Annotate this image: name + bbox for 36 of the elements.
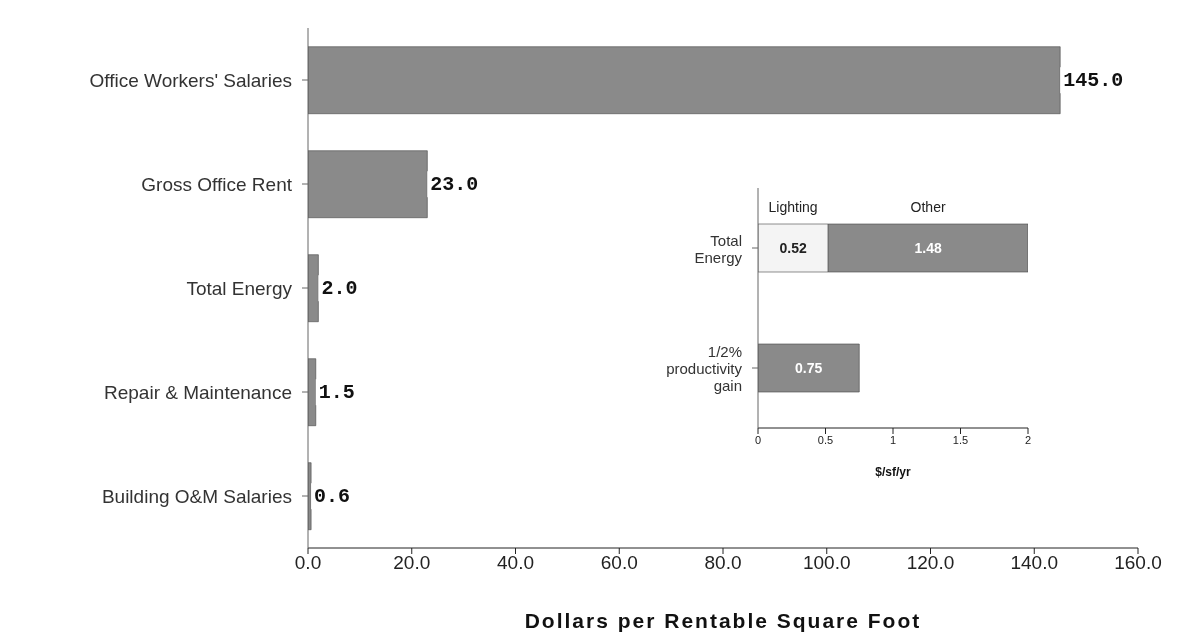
data-label: 1.48 [914,240,942,256]
data-label: 0.6 [314,484,351,508]
x-tick-label: 60.0 [600,552,638,574]
x-tick-label: 40.0 [497,552,534,574]
x-tick-label: 160.0 [1114,552,1162,574]
y-tick-label: 1/2% productivity gain [666,342,743,394]
series-label: Other [910,199,946,215]
x-axis-title: Dollars per Rentable Square Foot [524,609,922,632]
y-tick-label: Total Energy [186,277,293,299]
bar [308,46,1061,115]
y-tick-label: Repair & Maintenance [104,381,292,403]
y-tick-label: Office Workers' Salaries [89,69,292,91]
x-tick-label: 100.0 [802,552,851,574]
bar [308,150,428,219]
x-tick-label: 2 [1024,433,1032,446]
y-tick-label: Building O&M Salaries [101,485,292,507]
x-axis-title: $/sf/yr [875,465,912,479]
x-tick-label: 120.0 [906,552,955,574]
x-tick-label: 0 [754,433,762,446]
data-label: 2.0 [321,276,358,300]
data-label: 1.5 [318,380,355,404]
x-tick-label: 80.0 [704,552,742,574]
bar [308,254,319,323]
y-tick-label: Gross Office Rent [141,173,293,195]
x-tick-label: 0.0 [294,552,322,574]
x-tick-label: 20.0 [393,552,431,574]
data-label: 0.75 [795,360,823,376]
x-tick-label: 1 [889,433,897,446]
data-label: 0.52 [779,240,807,256]
data-label: 23.0 [430,172,479,196]
series-label: Lighting [768,199,818,215]
data-label: 145.0 [1063,68,1124,92]
x-tick-label: 140.0 [1010,552,1059,574]
x-tick-label: 1.5 [952,433,969,446]
y-tick-label: Total Energy [694,231,743,265]
x-tick-label: 0.5 [817,433,834,446]
